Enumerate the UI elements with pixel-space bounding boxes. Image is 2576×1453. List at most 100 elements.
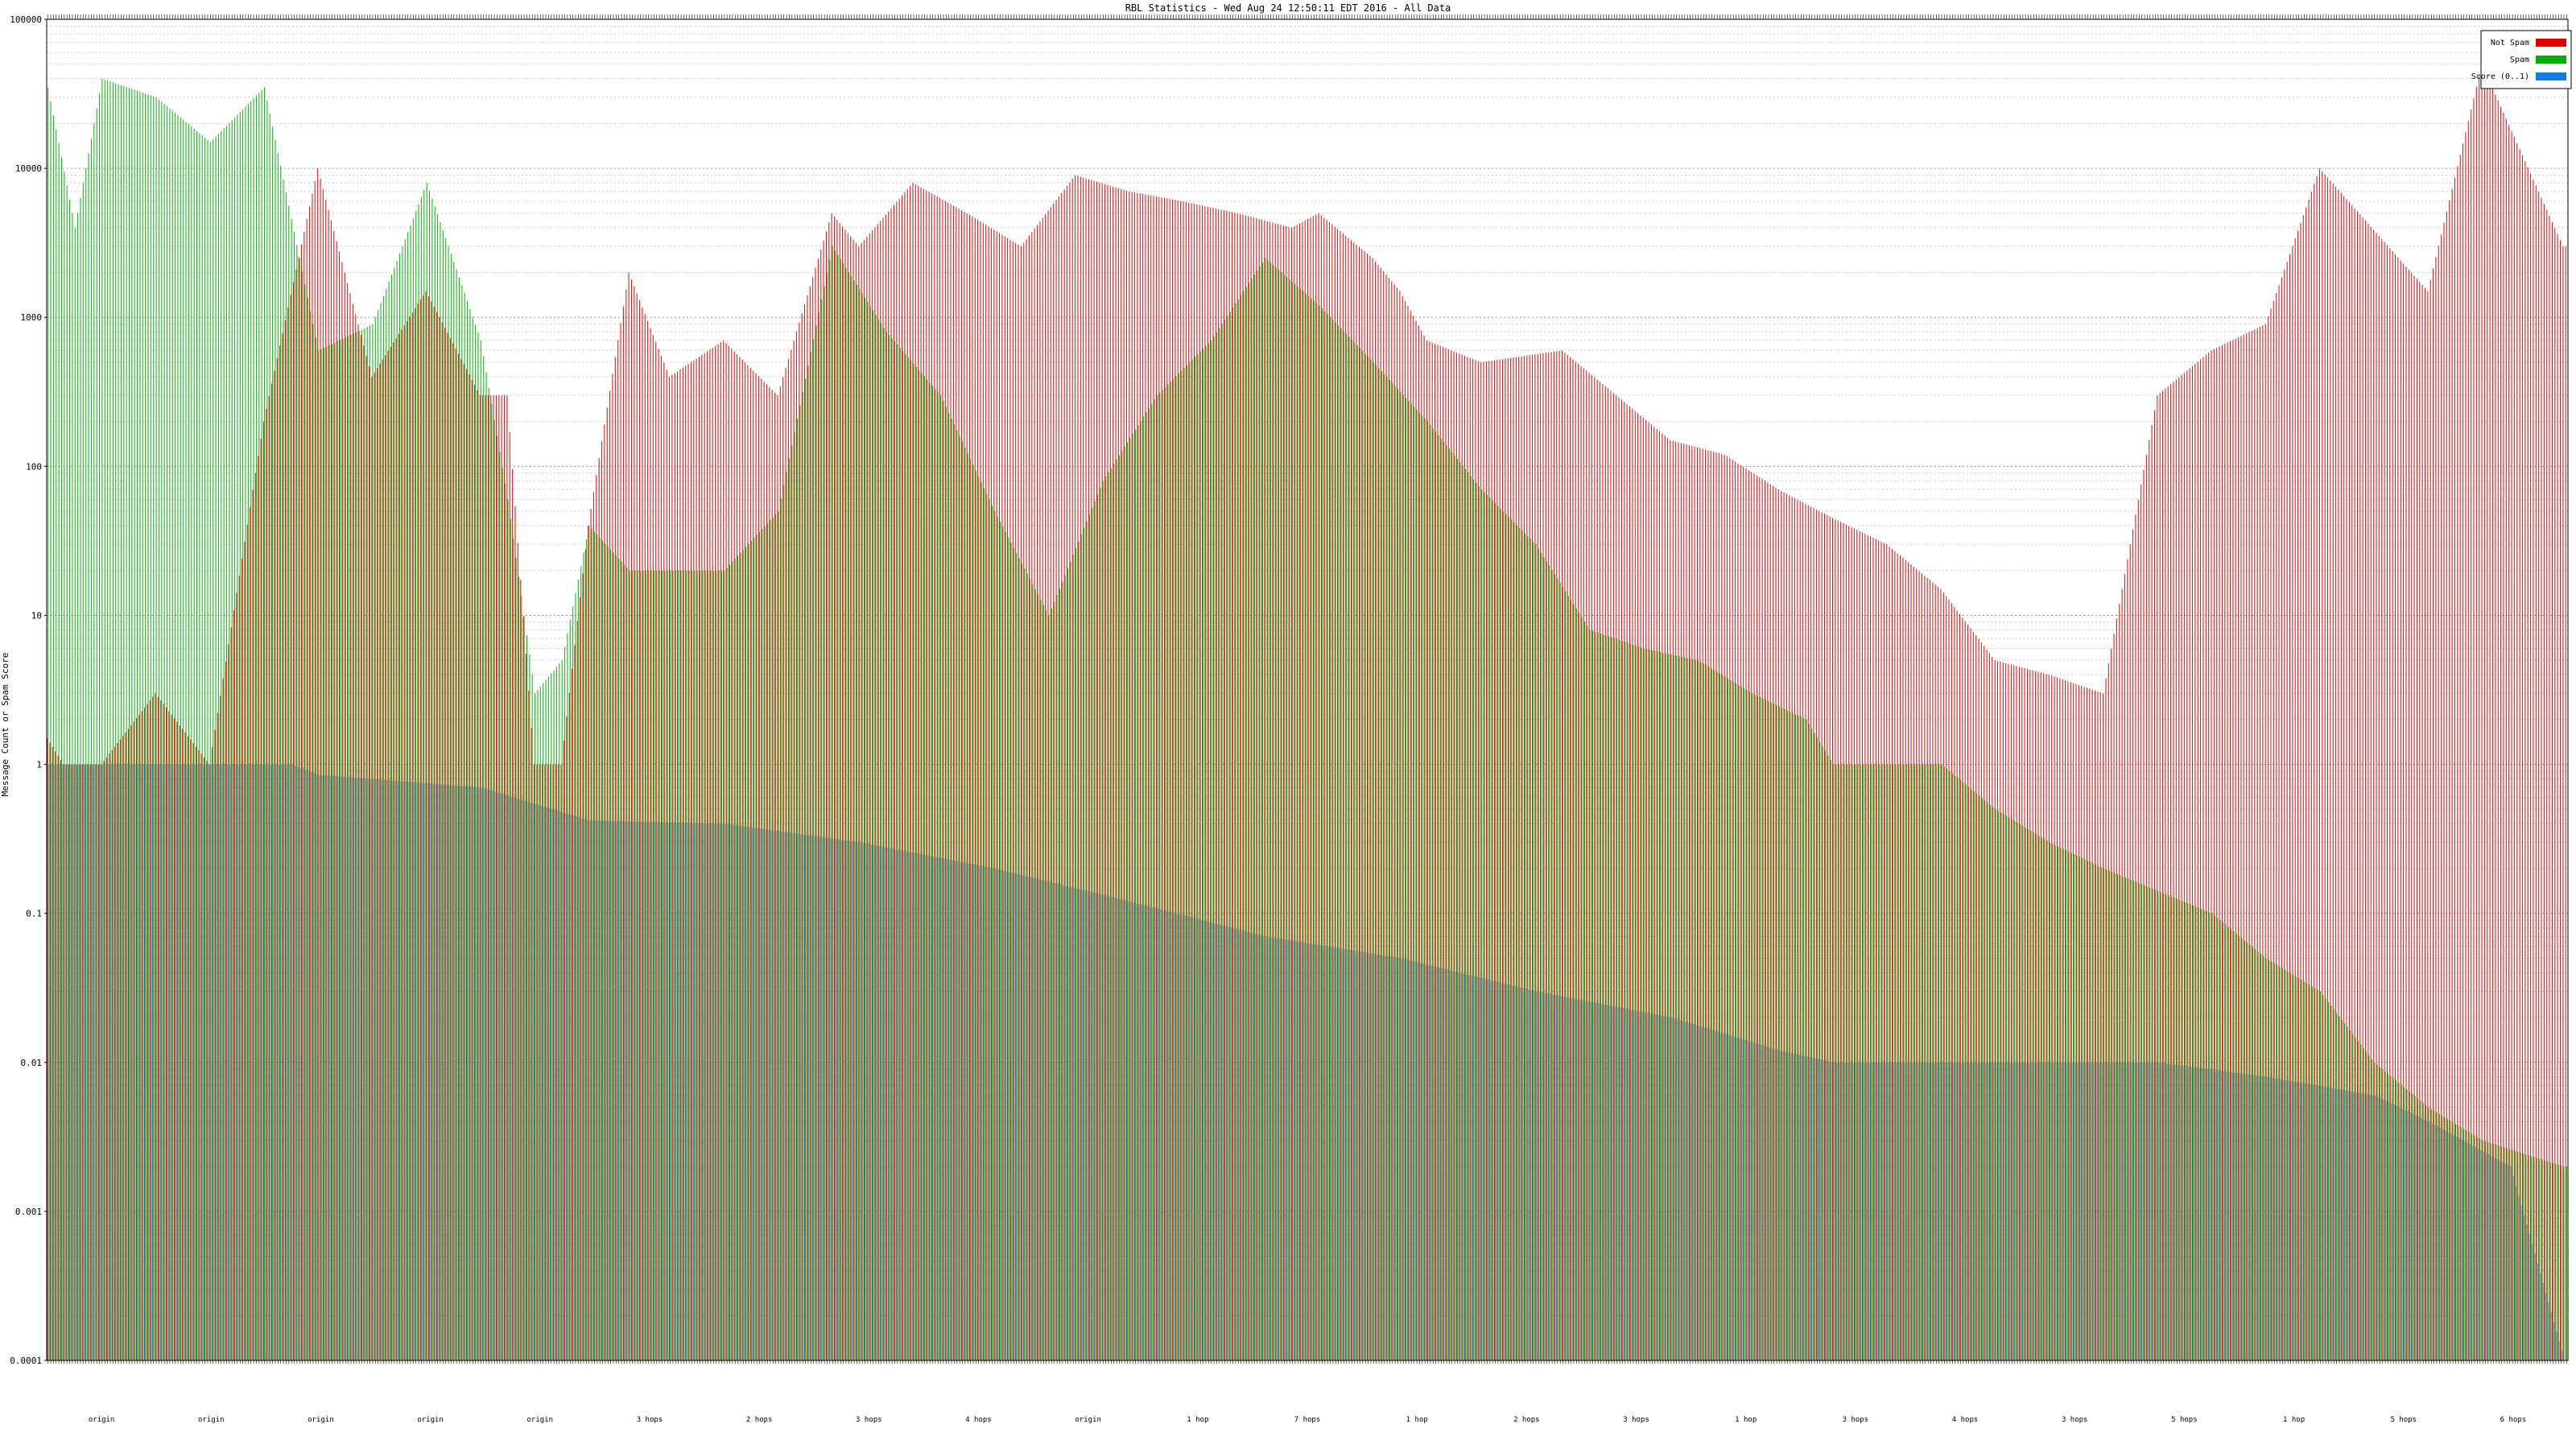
bar-spam — [1497, 506, 1499, 1361]
bar-spam — [991, 505, 993, 1360]
bar-not-spam — [644, 314, 646, 1360]
bar-spam — [734, 558, 736, 1360]
bar-not-spam — [2508, 125, 2510, 1360]
bar-score — [1928, 1062, 1930, 1360]
bar-score — [1441, 968, 1443, 1360]
bar-score — [2480, 1150, 2482, 1360]
bar-spam — [1803, 718, 1805, 1360]
bar-score — [649, 822, 650, 1360]
bar-score — [1176, 913, 1178, 1360]
bar-not-spam — [604, 424, 605, 1361]
bar-not-spam — [1818, 510, 1820, 1360]
bar-not-spam — [1810, 506, 1812, 1360]
bar-spam — [1267, 260, 1269, 1360]
bar-spam — [50, 101, 52, 1361]
bar-not-spam — [1199, 204, 1200, 1360]
bar-score — [1057, 883, 1059, 1360]
bar-score — [954, 861, 956, 1360]
bar-spam — [2260, 953, 2262, 1360]
bar-score — [2307, 1084, 2309, 1360]
bar-score — [159, 764, 161, 1360]
bar-not-spam — [411, 312, 413, 1361]
bar-spam — [702, 570, 704, 1360]
bar-spam — [756, 535, 758, 1360]
bar-not-spam — [2081, 685, 2083, 1360]
bar-spam — [209, 142, 211, 1360]
bar-spam — [656, 570, 658, 1360]
bar-spam — [188, 124, 189, 1361]
bar-not-spam — [2527, 167, 2529, 1360]
bar-not-spam — [1037, 225, 1038, 1360]
bar-score — [692, 823, 694, 1360]
bar-score — [586, 819, 588, 1360]
bar-score — [1128, 901, 1129, 1360]
bar-spam — [667, 570, 668, 1360]
bar-spam — [1062, 581, 1063, 1360]
bar-spam — [201, 135, 203, 1360]
bar-not-spam — [1220, 209, 1222, 1361]
bar-score — [2258, 1075, 2260, 1360]
bar-score — [2542, 1282, 2544, 1360]
bar-not-spam — [1188, 202, 1190, 1360]
bar-not-spam — [135, 718, 138, 1360]
bar-not-spam — [598, 458, 600, 1360]
bar-spam — [1938, 764, 1940, 1360]
bar-not-spam — [1139, 193, 1141, 1360]
bar-spam — [1032, 584, 1034, 1360]
bar-spam — [1427, 421, 1429, 1360]
bar-spam — [1253, 275, 1256, 1360]
bar-not-spam — [495, 395, 497, 1360]
bar-spam — [145, 93, 147, 1360]
bar-spam — [2452, 1121, 2454, 1360]
bar-not-spam — [409, 316, 411, 1360]
bar-score — [508, 795, 510, 1360]
bar-not-spam — [1266, 221, 1268, 1361]
bar-score — [2058, 1062, 2060, 1360]
bar-spam — [2038, 836, 2040, 1360]
bar-score — [1723, 1033, 1724, 1360]
bar-score — [353, 778, 356, 1360]
group-label: 5 hops — [2171, 1416, 2198, 1424]
bar-not-spam — [793, 341, 795, 1360]
bar-score — [1598, 1003, 1600, 1360]
bar-score — [565, 813, 567, 1360]
bar-not-spam — [936, 196, 938, 1360]
bar-not-spam — [2013, 665, 2015, 1360]
bar-not-spam — [1748, 470, 1749, 1361]
bar-spam — [2171, 896, 2173, 1360]
bar-spam — [1229, 312, 1231, 1361]
bar-not-spam — [1264, 220, 1265, 1360]
bar-score — [1106, 895, 1108, 1360]
bar-score — [1222, 925, 1224, 1360]
bar-spam — [485, 372, 487, 1360]
bar-score — [595, 820, 597, 1360]
bar-spam — [2244, 940, 2245, 1360]
bar-score — [2558, 1340, 2560, 1360]
bar-spam — [1773, 704, 1775, 1360]
bar-not-spam — [1502, 359, 1504, 1360]
bar-not-spam — [357, 324, 359, 1361]
bar-score — [1666, 1016, 1667, 1360]
bar-score — [1733, 1036, 1735, 1360]
bar-score — [1509, 984, 1510, 1360]
bar-not-spam — [365, 356, 367, 1360]
bar-spam — [1559, 582, 1561, 1360]
bar-spam — [1478, 485, 1480, 1360]
bar-spam — [678, 570, 679, 1360]
bar-spam — [1740, 687, 1742, 1360]
bar-not-spam — [1047, 210, 1049, 1360]
bar-spam — [1165, 386, 1166, 1360]
bar-score — [2158, 1062, 2160, 1360]
bar-not-spam — [771, 390, 773, 1361]
bar-not-spam — [1664, 435, 1666, 1361]
bar-not-spam — [1707, 450, 1709, 1360]
bar-spam — [1197, 353, 1199, 1361]
bar-score — [1725, 1034, 1727, 1360]
bar-score — [2337, 1088, 2339, 1360]
bar-spam — [970, 459, 972, 1360]
bar-spam — [2176, 898, 2178, 1360]
bar-score — [884, 847, 886, 1360]
bar-score — [860, 842, 861, 1360]
bar-not-spam — [190, 739, 192, 1360]
bar-spam — [1024, 568, 1026, 1360]
